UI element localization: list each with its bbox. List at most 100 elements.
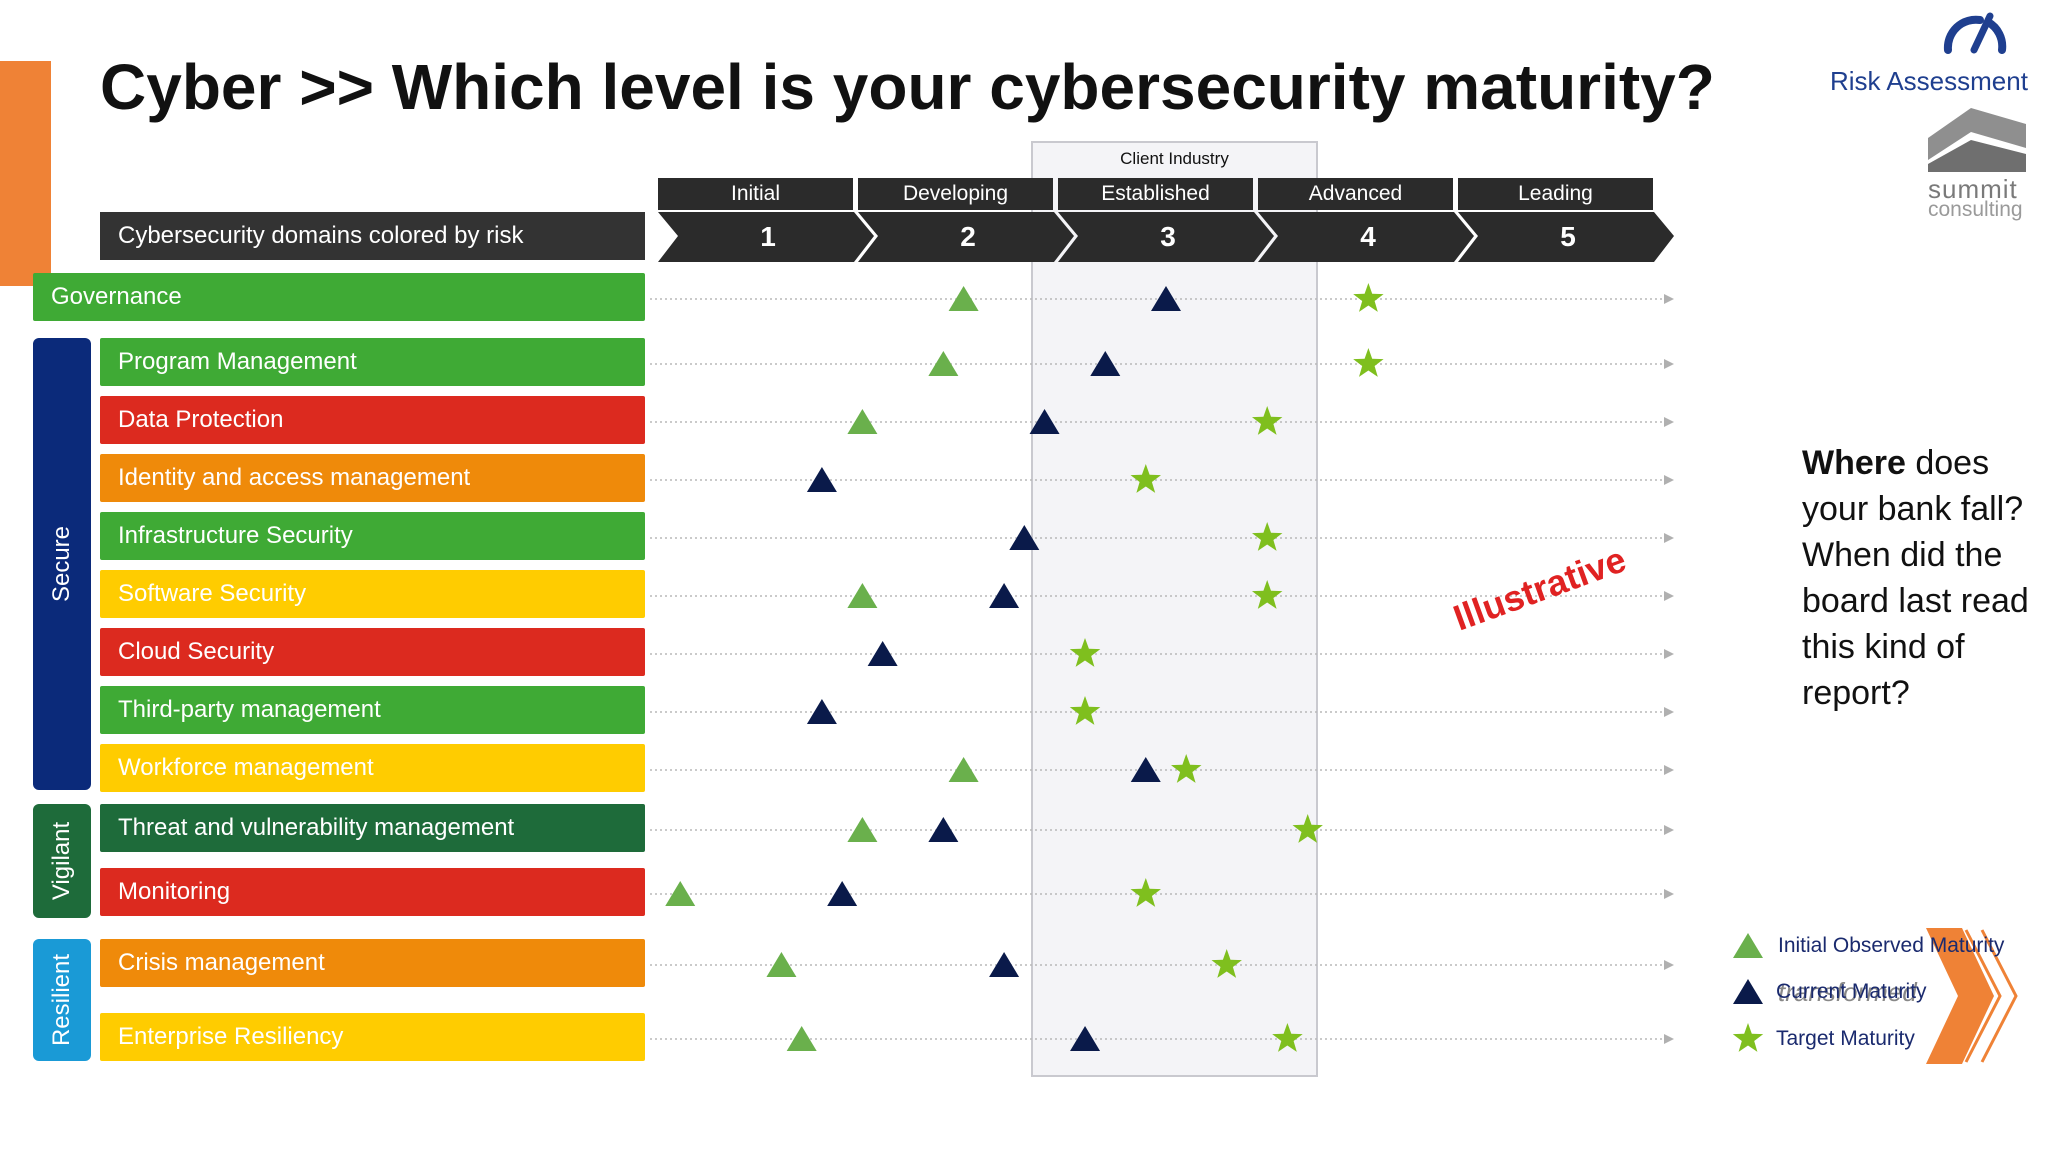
target-marker-threat-and-vulnerability-management <box>1292 814 1323 843</box>
side-question-bold: Where <box>1802 444 1906 482</box>
row-arrow-crisis-management <box>1664 960 1674 970</box>
row-arrow-enterprise-resiliency <box>1664 1034 1674 1044</box>
group-resilient: Resilient <box>33 939 91 1061</box>
row-arrow-monitoring <box>1664 889 1674 899</box>
domain-threat-and-vulnerability-management: Threat and vulnerability management <box>100 804 645 852</box>
legend-current-icon <box>1733 979 1763 1004</box>
consulting-wordmark: consulting <box>1928 198 2023 221</box>
target-marker-program-management <box>1353 348 1384 377</box>
domains-header: Cybersecurity domains colored by risk <box>100 212 645 260</box>
domain-workforce-management: Workforce management <box>100 744 645 792</box>
initial-marker-enterprise-resiliency <box>786 1026 817 1051</box>
level-chevron-2 <box>858 212 1074 262</box>
current-marker-governance <box>1151 286 1181 311</box>
target-marker-infrastructure-security <box>1252 522 1283 551</box>
domain-program-management: Program Management <box>100 338 645 386</box>
row-arrow-identity-and-access-management <box>1664 475 1674 485</box>
row-arrow-workforce-management <box>1664 765 1674 775</box>
domain-cloud-security: Cloud Security <box>100 628 645 676</box>
current-marker-data-protection <box>1029 409 1060 434</box>
current-marker-third-party-management <box>806 699 837 724</box>
side-question: Where does your bank fall? When did the … <box>1802 440 2047 716</box>
summit-wordmark: summit <box>1928 174 2018 204</box>
initial-marker-threat-and-vulnerability-management <box>847 817 878 842</box>
risk-assessment-label: Risk Assessment <box>1830 66 2028 96</box>
level-chevron-4 <box>1258 212 1474 262</box>
level-number-4: 4 <box>1360 221 1376 252</box>
row-arrow-threat-and-vulnerability-management <box>1664 825 1674 835</box>
row-arrow-data-protection <box>1664 417 1674 427</box>
summit-mountain-logo-icon <box>1928 108 2026 172</box>
row-arrow-governance <box>1664 294 1674 304</box>
row-arrow-infrastructure-security <box>1664 533 1674 543</box>
level-name-developing: Developing <box>858 178 1053 210</box>
target-marker-cloud-security <box>1069 638 1101 667</box>
target-marker-third-party-management <box>1069 696 1101 725</box>
legend-markers <box>1732 933 1764 1052</box>
level-number-5: 5 <box>1560 221 1576 252</box>
initial-marker-workforce-management <box>948 757 979 782</box>
domain-software-security: Software Security <box>100 570 645 618</box>
current-marker-infrastructure-security <box>1009 525 1040 550</box>
target-marker-crisis-management <box>1211 949 1242 978</box>
group-vigilant: Vigilant <box>33 804 91 918</box>
client-industry-label: Client Industry <box>1120 149 1229 168</box>
level-name-advanced: Advanced <box>1258 178 1453 210</box>
domain-monitoring: Monitoring <box>100 868 645 916</box>
level-name-established: Established <box>1058 178 1253 210</box>
orange-accent-bar <box>0 61 51 286</box>
legend-label-3: Target Maturity <box>1776 1027 1915 1050</box>
current-marker-monitoring <box>827 881 858 906</box>
current-marker-threat-and-vulnerability-management <box>928 817 959 842</box>
page-title: Cyber >> Which level is your cybersecuri… <box>100 51 1715 123</box>
target-marker-data-protection <box>1252 406 1283 435</box>
current-marker-software-security <box>989 583 1020 608</box>
chevron-decoration-icon <box>1926 928 2018 1064</box>
initial-marker-data-protection <box>847 409 878 434</box>
domain-identity-and-access-management: Identity and access management <box>100 454 645 502</box>
row-arrow-third-party-management <box>1664 707 1674 717</box>
target-marker-identity-and-access-management <box>1130 464 1161 493</box>
domain-third-party-management: Third-party management <box>100 686 645 734</box>
level-number-2: 2 <box>960 221 976 252</box>
level-chevron-5 <box>1458 212 1674 262</box>
speedometer-logo-icon <box>1943 12 2007 54</box>
current-marker-identity-and-access-management <box>806 467 837 492</box>
target-marker-enterprise-resiliency <box>1272 1023 1303 1052</box>
side-question-rest: does your bank fall? When did the board … <box>1802 444 2029 712</box>
current-marker-enterprise-resiliency <box>1070 1026 1101 1051</box>
current-marker-workforce-management <box>1130 757 1161 782</box>
row-arrow-software-security <box>1664 591 1674 601</box>
row-arrow-cloud-security <box>1664 649 1674 659</box>
group-secure: Secure <box>33 338 91 790</box>
target-marker-workforce-management <box>1171 754 1202 783</box>
current-marker-cloud-security <box>867 641 898 666</box>
level-chevron-1 <box>658 212 874 262</box>
level-number-3: 3 <box>1160 221 1176 252</box>
initial-marker-software-security <box>847 583 878 608</box>
initial-marker-governance <box>948 286 979 311</box>
domain-infrastructure-security: Infrastructure Security <box>100 512 645 560</box>
legend-initial-icon <box>1733 933 1763 958</box>
level-name-initial: Initial <box>658 178 853 210</box>
row-arrow-program-management <box>1664 359 1674 369</box>
current-marker-crisis-management <box>989 952 1020 977</box>
client-industry-band <box>1031 141 1318 1077</box>
initial-marker-monitoring <box>665 881 696 906</box>
initial-marker-crisis-management <box>766 952 797 977</box>
target-marker-monitoring <box>1130 878 1161 907</box>
legend-label-1: Initial Observed Maturity <box>1778 934 2005 957</box>
domain-governance: Governance <box>33 273 645 321</box>
initial-marker-program-management <box>928 351 959 376</box>
level-name-leading: Leading <box>1458 178 1653 210</box>
current-marker-program-management <box>1090 351 1121 376</box>
domain-data-protection: Data Protection <box>100 396 645 444</box>
level-number-1: 1 <box>760 221 776 252</box>
legend-target-icon <box>1732 1023 1764 1052</box>
target-marker-software-security <box>1252 580 1283 609</box>
legend-faint-text: transformed <box>1778 977 1917 1007</box>
domain-crisis-management: Crisis management <box>100 939 645 987</box>
target-marker-governance <box>1353 283 1384 312</box>
level-chevron-3 <box>1058 212 1274 262</box>
